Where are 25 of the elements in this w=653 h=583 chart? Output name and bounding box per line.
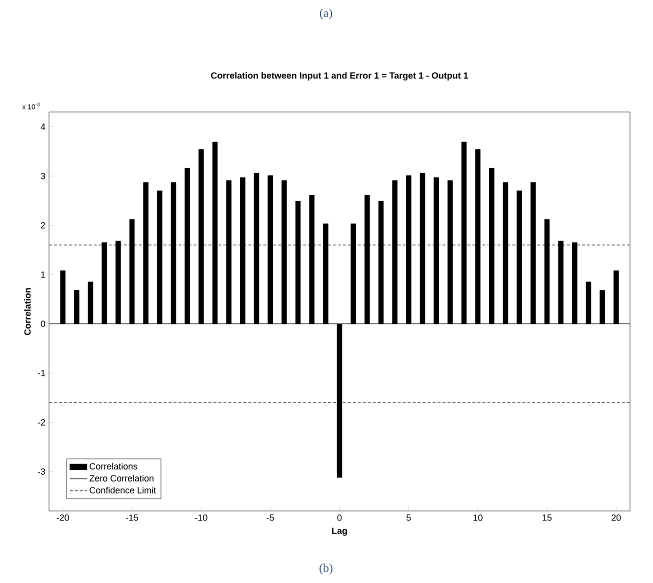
x-axis-title: Lag [332,528,347,536]
y-axis-title: Correlation [24,288,31,336]
y-tick-label: 1 [41,271,46,278]
x-tick-label: 10 [474,514,482,521]
y-tick-label: 2 [40,222,46,228]
y-tick-label: -1 [38,370,46,376]
x-tick-label: 0 [337,514,342,521]
y-tick-label: 0 [40,320,46,327]
legend-label: Zero Correlation [90,474,154,482]
x-tick-label: 20 [612,514,621,521]
x-tick-label: -10 [195,514,208,521]
text: (a) [320,8,332,20]
chart-title: Correlation between Input 1 and Error 1 = Target 1 - Output 1 [211,72,468,80]
x-tick-label: 15 [542,514,552,521]
x-tick-label: -15 [126,514,138,521]
y-tick-label: -2 [38,419,46,426]
x-tick-label: -5 [266,514,274,521]
text: (b) [320,564,332,574]
x-tick-label: 5 [406,514,411,521]
x-tick-label: -20 [56,514,69,521]
y-tick-label: 4 [40,124,46,130]
y-tick-label: 3 [40,172,46,180]
legend-label: Correlations [90,462,138,470]
y-tick-label: -3 [38,468,46,475]
legend-label: Confidence Limit [90,486,156,494]
